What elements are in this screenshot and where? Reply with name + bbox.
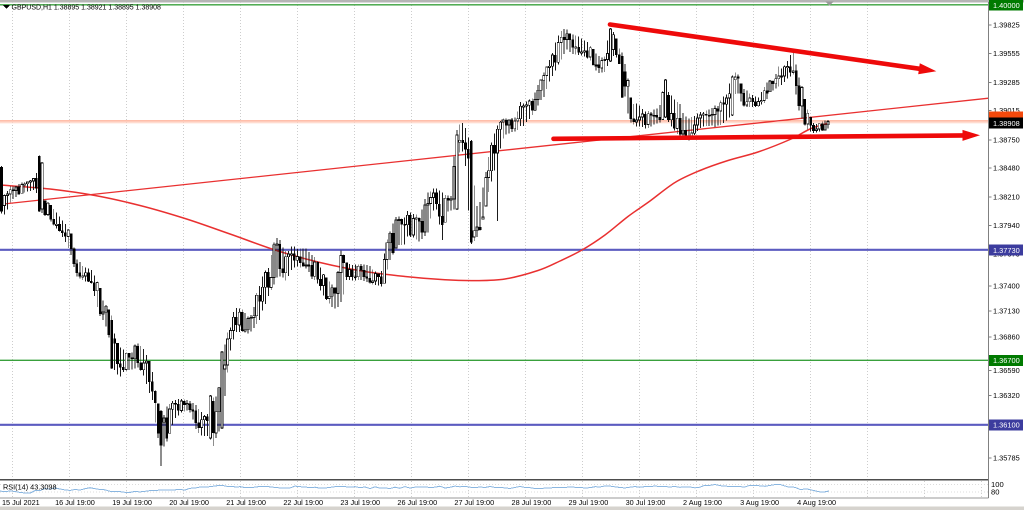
svg-text:1.37400: 1.37400 bbox=[993, 282, 1020, 291]
svg-text:1.36860: 1.36860 bbox=[993, 333, 1020, 342]
svg-text:2 Aug 19:00: 2 Aug 19:00 bbox=[683, 498, 722, 507]
svg-text:20 Jul 19:00: 20 Jul 19:00 bbox=[169, 498, 209, 507]
svg-text:GBPUSD,H1 1.38895 1.38921 1.3: GBPUSD,H1 1.38895 1.38921 1.38895 1.3890… bbox=[12, 5, 162, 12]
svg-text:19 Jul 19:00: 19 Jul 19:00 bbox=[112, 498, 152, 507]
svg-text:21 Jul 19:00: 21 Jul 19:00 bbox=[226, 498, 266, 507]
svg-text:1.36590: 1.36590 bbox=[993, 366, 1020, 375]
svg-text:1.37940: 1.37940 bbox=[993, 221, 1020, 230]
svg-text:27 Jul 19:00: 27 Jul 19:00 bbox=[454, 498, 494, 507]
svg-text:1.36700: 1.36700 bbox=[993, 356, 1020, 365]
svg-text:1.39555: 1.39555 bbox=[993, 49, 1020, 58]
svg-text:80: 80 bbox=[991, 488, 999, 497]
svg-text:1.37130: 1.37130 bbox=[993, 307, 1020, 316]
svg-text:30 Jul 19:00: 30 Jul 19:00 bbox=[626, 498, 666, 507]
svg-text:4 Aug 19:00: 4 Aug 19:00 bbox=[797, 498, 836, 507]
svg-text:16 Jul 19:00: 16 Jul 19:00 bbox=[55, 498, 95, 507]
svg-text:1.39825: 1.39825 bbox=[993, 21, 1020, 30]
svg-text:29 Jul 19:00: 29 Jul 19:00 bbox=[569, 498, 609, 507]
svg-text:1.38750: 1.38750 bbox=[993, 136, 1020, 145]
svg-text:26 Jul 19:00: 26 Jul 19:00 bbox=[397, 498, 437, 507]
svg-text:3 Aug 19:00: 3 Aug 19:00 bbox=[740, 498, 779, 507]
svg-text:1.36100: 1.36100 bbox=[993, 421, 1020, 430]
svg-text:22 Jul 19:00: 22 Jul 19:00 bbox=[283, 498, 323, 507]
svg-text:28 Jul 19:00: 28 Jul 19:00 bbox=[512, 498, 552, 507]
svg-text:1.39285: 1.39285 bbox=[993, 78, 1020, 87]
svg-text:1.38210: 1.38210 bbox=[993, 193, 1020, 202]
svg-text:100: 100 bbox=[991, 480, 1004, 489]
svg-text:1.40000: 1.40000 bbox=[993, 1, 1020, 10]
svg-text:1.38480: 1.38480 bbox=[993, 164, 1020, 173]
svg-text:1.35785: 1.35785 bbox=[993, 454, 1020, 463]
svg-text:1.38908: 1.38908 bbox=[993, 119, 1020, 128]
svg-text:1.37730: 1.37730 bbox=[993, 246, 1020, 255]
svg-text:RSI(14) 43.3098: RSI(14) 43.3098 bbox=[3, 483, 57, 492]
svg-text:23 Jul 19:00: 23 Jul 19:00 bbox=[340, 498, 380, 507]
svg-text:1.39015: 1.39015 bbox=[993, 106, 1020, 115]
svg-text:15 Jul 2021: 15 Jul 2021 bbox=[2, 498, 40, 507]
svg-text:1.36320: 1.36320 bbox=[993, 391, 1020, 400]
